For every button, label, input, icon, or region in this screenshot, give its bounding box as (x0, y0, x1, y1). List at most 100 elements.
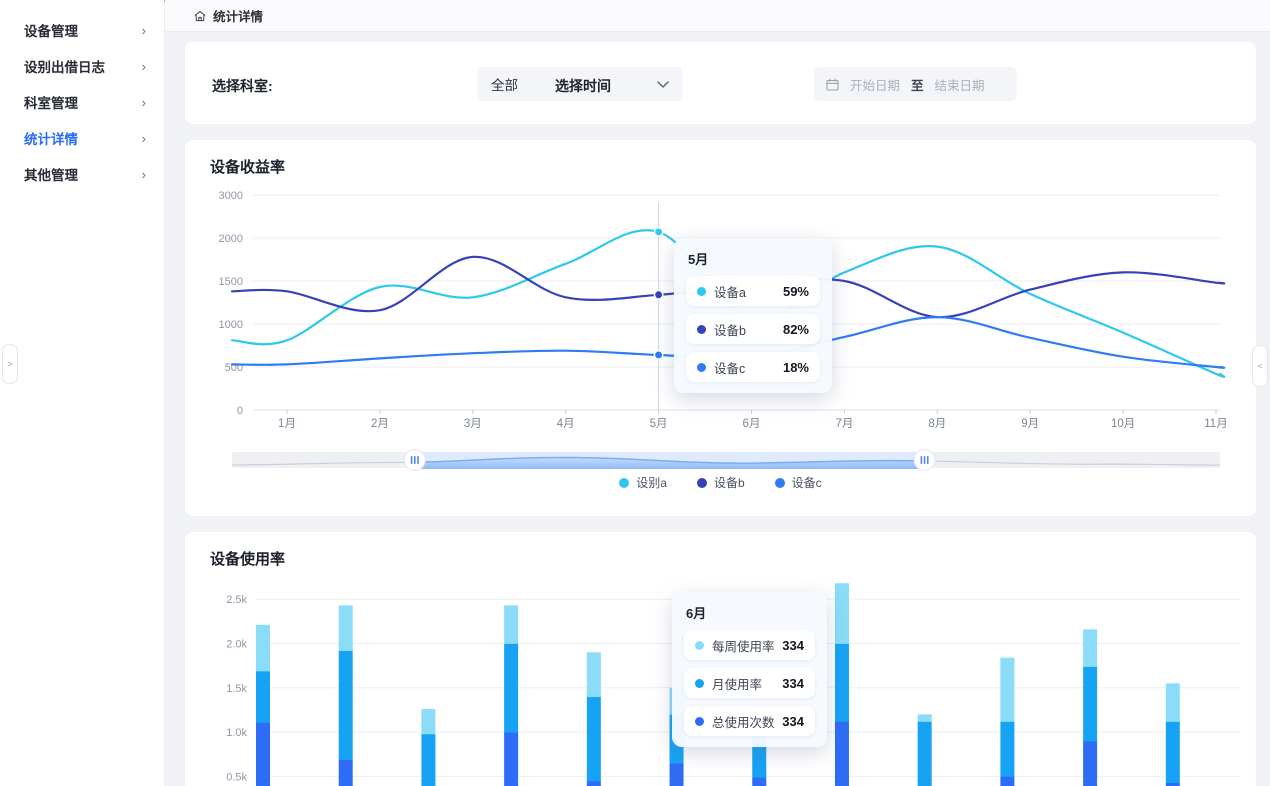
collapse-right-panel-button[interactable]: < (1252, 345, 1268, 387)
bar-segment-每周使用率-1月[interactable] (256, 624, 270, 672)
bar-segment-每周使用率-11月[interactable] (1083, 629, 1098, 667)
breadcrumb-bar: 统计详情 (165, 0, 1270, 32)
total-usage-dot (695, 716, 704, 726)
bar-segment-每周使用率-8月[interactable] (834, 583, 849, 644)
y-axis-label: 2000 (219, 233, 243, 245)
sidebar-item-department-management[interactable]: 科室管理 › (24, 94, 146, 112)
revenue-chart-legend: 设别a 设备b 设备c (185, 474, 1256, 491)
legend-dot (619, 477, 630, 488)
filter-card: 选择科室: 全部 选择时间 开始日期 至 结束日期 (185, 42, 1256, 124)
y-axis-label: 0.5k (226, 771, 247, 783)
chevron-right-icon: › (141, 58, 146, 74)
bar-segment-总使用次数-5月[interactable] (586, 780, 601, 786)
bar-segment-月使用率-11月[interactable] (1083, 666, 1098, 742)
department-select[interactable]: 全部 (477, 67, 683, 101)
chevron-right-icon: › (141, 166, 146, 182)
department-select-value: 全部 (491, 78, 518, 93)
legend-item-series-c[interactable]: 设备c (774, 474, 822, 491)
monthly-usage-dot (695, 678, 704, 688)
expand-left-panel-button[interactable]: > (2, 344, 18, 384)
start-date-input[interactable]: 开始日期 (850, 78, 901, 93)
hover-dot-设备a (653, 227, 664, 237)
tooltip-row: 月使用率 334 (684, 668, 815, 698)
bar-segment-每周使用率-4月[interactable] (504, 605, 519, 644)
bar-segment-月使用率-10月[interactable] (1000, 721, 1015, 777)
bar-segment-总使用次数-12月[interactable] (1165, 782, 1180, 786)
bar-segment-月使用率-5月[interactable] (586, 696, 601, 782)
datazoom-selection[interactable] (232, 452, 1220, 469)
x-axis-label: 3月 (464, 418, 482, 430)
bar-segment-总使用次数-6月[interactable] (669, 763, 684, 786)
home-icon[interactable] (193, 9, 207, 23)
bar-segment-月使用率-9月[interactable] (917, 721, 932, 786)
calendar-icon (826, 78, 839, 91)
bar-segment-每周使用率-12月[interactable] (1165, 683, 1180, 722)
datazoom-handle-left[interactable] (403, 449, 426, 471)
end-date-input[interactable]: 结束日期 (934, 78, 985, 93)
bar-segment-每周使用率-2月[interactable] (338, 605, 353, 651)
bar-segment-月使用率-2月[interactable] (338, 650, 353, 760)
hover-dot-设备c (653, 350, 664, 360)
x-axis-label: 5月 (650, 418, 668, 430)
y-axis-label: 2.5k (226, 594, 247, 606)
x-axis-label: 2月 (371, 418, 389, 430)
x-axis-label: 8月 (928, 418, 946, 430)
sidebar-item-lending-log[interactable]: 设别出借日志 › (24, 58, 146, 76)
hover-dot-设备b (653, 289, 664, 300)
y-axis-label: 1.0k (226, 727, 247, 739)
x-axis-label: 9月 (1021, 418, 1039, 430)
bar-segment-总使用次数-8月[interactable] (834, 721, 849, 786)
bar-segment-每周使用率-9月[interactable] (917, 714, 932, 722)
series-c-dot (697, 362, 706, 372)
date-range-separator: 至 (911, 78, 924, 93)
legend-item-series-b[interactable]: 设备b (696, 474, 745, 491)
department-filter-label: 选择科室: (212, 78, 273, 94)
bar-segment-月使用率-12月[interactable] (1165, 721, 1180, 784)
x-axis-label: 4月 (557, 418, 575, 430)
tooltip-row: 每周使用率 334 (684, 630, 815, 660)
x-axis-label: 1月 (278, 418, 296, 430)
date-range-picker[interactable]: 开始日期 至 结束日期 (814, 67, 1017, 101)
usage-bar-chart[interactable]: 0.5k 1.0k 1.5k 2.0k 2.5k (185, 532, 1256, 786)
tooltip-row: 总使用次数 334 (684, 706, 815, 736)
bar-segment-总使用次数-11月[interactable] (1083, 740, 1098, 786)
legend-dot (696, 477, 707, 488)
series-a-dot (697, 286, 706, 296)
bar-segment-月使用率-8月[interactable] (834, 643, 849, 722)
revenue-chart-tooltip: 5月 设备a 59% 设备b 82% 设备c 18% (674, 238, 832, 393)
bar-segment-总使用次数-1月[interactable] (256, 722, 270, 786)
tooltip-row: 设备c 18% (686, 352, 820, 382)
legend-item-series-a[interactable]: 设别a (619, 474, 667, 491)
y-axis-label: 1500 (219, 276, 243, 288)
bar-segment-总使用次数-2月[interactable] (338, 759, 353, 786)
chevron-right-icon: › (141, 22, 146, 38)
sidebar-item-device-management[interactable]: 设备管理 › (24, 22, 146, 40)
bar-segment-月使用率-3月[interactable] (421, 733, 436, 786)
y-axis-label: 1000 (219, 319, 243, 331)
weekly-usage-dot (695, 640, 704, 650)
x-axis-label: 11月 (1204, 418, 1227, 430)
legend-dot (774, 477, 785, 488)
bar-segment-每周使用率-10月[interactable] (1000, 657, 1015, 722)
bar-segment-每周使用率-5月[interactable] (586, 652, 601, 698)
tooltip-title: 5月 (688, 252, 709, 267)
breadcrumb: 统计详情 (213, 10, 264, 24)
bar-segment-月使用率-1月[interactable] (256, 670, 270, 723)
usage-chart-title: 设备使用率 (210, 551, 286, 568)
y-axis-label: 2.0k (226, 639, 247, 651)
bar-segment-总使用次数-7月[interactable] (752, 777, 767, 786)
chevron-right-icon: › (141, 130, 146, 146)
tooltip-row: 设备a 59% (686, 276, 820, 306)
chevron-right-icon: › (141, 94, 146, 110)
bar-segment-月使用率-4月[interactable] (504, 643, 519, 733)
x-axis-label: 7月 (835, 418, 853, 430)
y-axis-label: 3000 (219, 190, 243, 202)
sidebar-item-statistics-detail[interactable]: 统计详情 › (24, 130, 146, 148)
datazoom-handle-right[interactable] (913, 449, 936, 471)
sidebar-item-other-management[interactable]: 其他管理 › (24, 166, 146, 184)
bar-segment-总使用次数-4月[interactable] (504, 732, 519, 786)
x-axis-label: 6月 (743, 418, 761, 430)
bar-segment-总使用次数-10月[interactable] (1000, 776, 1015, 786)
bar-segment-每周使用率-3月[interactable] (421, 709, 436, 735)
usage-chart-card: 设备使用率 0.5k 1.0k 1.5k 2.0k 2.5k 6月 每周使用率 334 … (185, 532, 1256, 786)
